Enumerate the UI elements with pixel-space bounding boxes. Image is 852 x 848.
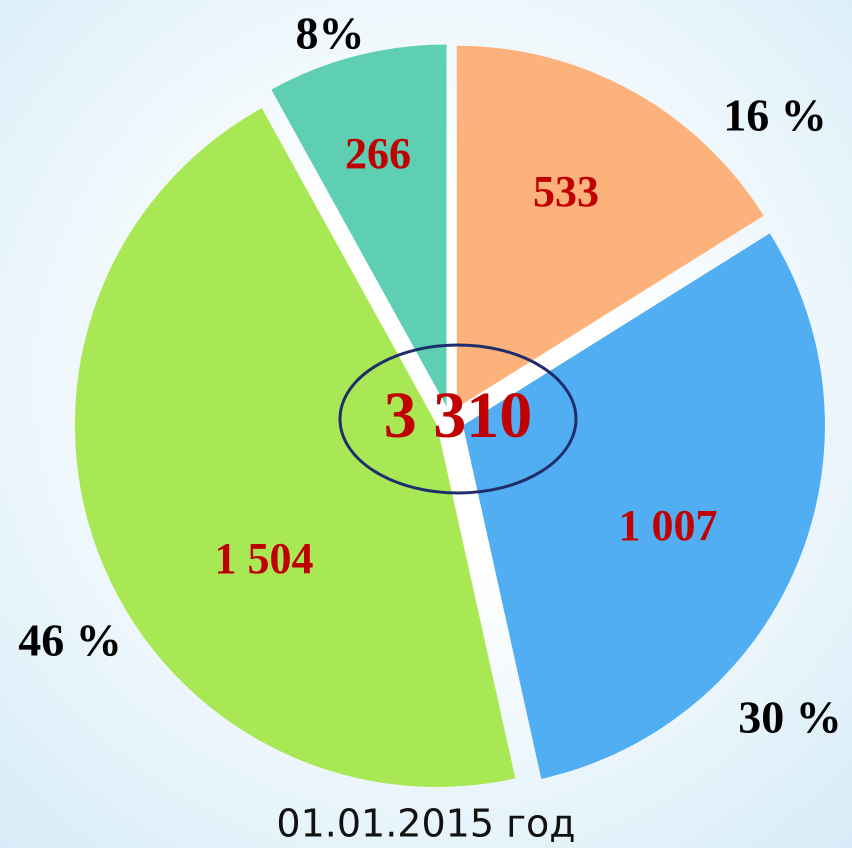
pie-slice <box>456 45 764 408</box>
center-ellipse <box>338 343 578 495</box>
percent-label: 16 % <box>723 90 827 141</box>
center-label: 3 310 <box>384 379 533 452</box>
value-label: 266 <box>345 129 411 178</box>
value-label: 1 007 <box>619 501 718 550</box>
slices <box>74 44 825 787</box>
pie-slice <box>462 233 825 779</box>
pie-slice <box>271 44 447 407</box>
percent-label: 8% <box>296 8 365 59</box>
percent-label: 30 % <box>738 692 842 743</box>
percent-label: 46 % <box>18 615 122 666</box>
pie-slice <box>74 108 516 787</box>
caption: 01.01.2015 год <box>276 802 575 846</box>
value-label: 1 504 <box>215 534 314 583</box>
value-label: 533 <box>533 167 599 216</box>
